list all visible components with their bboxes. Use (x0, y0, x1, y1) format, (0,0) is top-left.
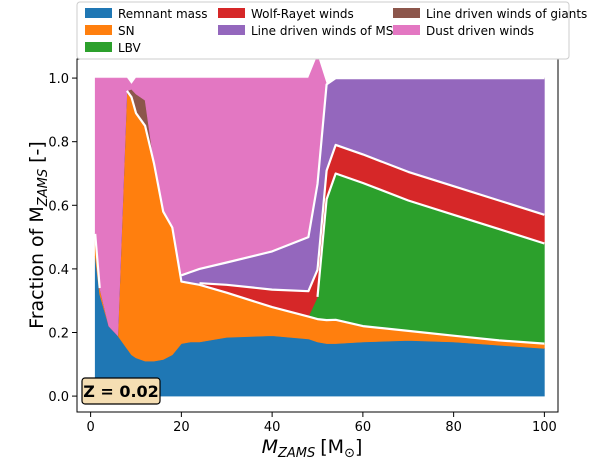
annotation-box (81, 377, 161, 405)
legend-item-dust-driven-winds: Dust driven winds (393, 24, 534, 38)
boundary-wolf-rayet-winds (199, 143, 545, 293)
legend-label: Line driven winds of giants (426, 7, 587, 21)
x-tick-label: 40 (264, 420, 281, 435)
x-tick-label: 100 (532, 420, 557, 435)
x-tick-label: 0 (86, 420, 94, 435)
axis-ticks: 0 20 40 60 80 100 0.0 0.2 0.4 0.6 0.8 1.0 (48, 72, 556, 435)
x-tick-label: 60 (355, 420, 372, 435)
boundary-line-driven-winds-of-ms (181, 77, 545, 277)
legend-swatch (85, 42, 112, 52)
white-boundaries (94, 77, 545, 345)
boundary-lbv (316, 172, 545, 298)
legend-item-remnant-mass: Remnant mass (85, 7, 208, 21)
legend-label: Line driven winds of MS (251, 24, 393, 38)
y-tick-label: 0.0 (48, 390, 69, 405)
stacked-areas (94, 54, 545, 397)
x-axis-label: MZAMS [M⊙] (262, 436, 363, 461)
legend-frame (76, 1, 570, 60)
legend: Remnant mass Wolf-Rayet winds Line driven … (76, 1, 587, 60)
legend-swatch (85, 25, 112, 35)
y-tick-label: 0.4 (48, 263, 69, 278)
legend-item-wolf-rayet-winds: Wolf-Rayet winds (218, 7, 354, 21)
legend-swatch (218, 8, 245, 18)
legend-item-sn: SN (85, 24, 135, 38)
y-tick-label: 0.8 (48, 136, 69, 151)
legend-swatch (85, 8, 112, 18)
legend-item-line-driven-winds-of-giants: Line driven winds of giants (393, 7, 587, 21)
legend-label: Remnant mass (118, 7, 208, 21)
legend-label: SN (118, 24, 135, 38)
boundary-sn (94, 90, 545, 345)
y-tick-label: 0.6 (48, 199, 69, 214)
y-axis-label: Fraction of MZAMS [-] (26, 141, 51, 329)
x-tick-label: 20 (173, 420, 190, 435)
legend-swatch (393, 8, 420, 18)
y-tick-label: 0.2 (48, 326, 69, 341)
annotation-text: Z = 0.02 (83, 382, 159, 401)
annotation-badge: Z = 0.02 (81, 377, 161, 405)
legend-item-lbv: LBV (85, 41, 142, 55)
legend-item-line-driven-winds-of-ms: Line driven winds of MS (218, 24, 393, 38)
legend-label: LBV (118, 41, 142, 55)
x-tick-label: 80 (445, 420, 462, 435)
legend-label: Wolf-Rayet winds (251, 7, 354, 21)
legend-swatch (393, 25, 420, 35)
legend-swatch (218, 25, 245, 35)
legend-label: Dust driven winds (426, 24, 534, 38)
y-tick-label: 1.0 (48, 72, 69, 87)
